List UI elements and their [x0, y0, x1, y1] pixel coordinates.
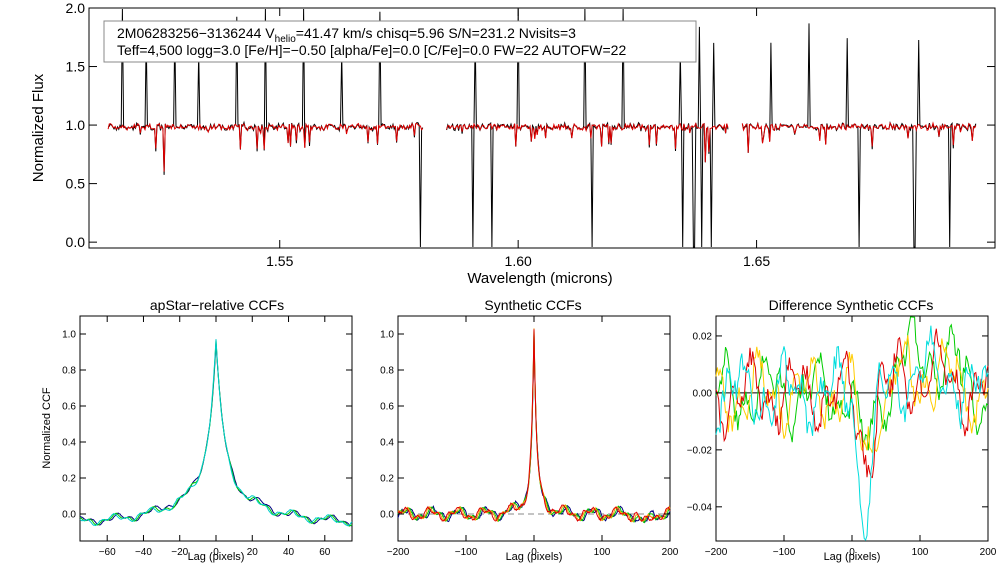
- y-tick-label: 0.0: [62, 510, 76, 521]
- spectrum-xlabel: Wavelength (microns): [467, 270, 612, 287]
- difference-xlabel: Lag (pixels): [824, 551, 881, 563]
- x-tick-label: 40: [283, 547, 295, 558]
- synthetic-ccf-line: [397, 329, 671, 523]
- y-tick-label: 1.0: [380, 330, 394, 341]
- y-tick-label: 0.8: [62, 366, 76, 377]
- synthetic-title: Synthetic CCFs: [484, 297, 581, 313]
- x-tick-label: −40: [135, 547, 152, 558]
- annotation-line1-rest: =41.47 km/s chisq=5.96 S/N=231.2 Nvisits…: [296, 25, 576, 41]
- x-tick-label: 200: [980, 547, 997, 558]
- apstar-xlabel: Lag (pixels): [188, 551, 245, 563]
- y-tick-label: 0.6: [62, 402, 76, 413]
- apstar-ccf-line: [79, 343, 353, 527]
- annotation-box: [103, 20, 697, 63]
- y-tick-label: 0.0: [380, 510, 394, 521]
- x-tick-label: 20: [247, 547, 259, 558]
- observed-spectrum-line: [741, 23, 977, 248]
- synthetic-ticks: −200 −100 0 100 200 0.0 0.2 0.4 0.6 0.8 1.0: [380, 316, 679, 558]
- difference-ccf-line: [715, 325, 989, 541]
- synthetic-ccf-panel: Synthetic CCFs −200 −100 0 100 200 0.0 0.2 0.4 0…: [380, 297, 679, 563]
- x-tick-label: 1.60: [505, 253, 532, 269]
- y-tick-label: 1.5: [66, 58, 86, 74]
- x-tick-label: 100: [594, 547, 611, 558]
- spectrum-ylabel: Normalized Flux: [30, 73, 47, 182]
- synthetic-ccf-line: [397, 333, 671, 523]
- annotation-line2: Teff=4,500 logg=3.0 [Fe/H]=−0.50 [alpha/…: [117, 42, 626, 58]
- difference-lines: [715, 316, 989, 541]
- y-tick-label: 1.0: [62, 330, 76, 341]
- x-tick-label: −20: [171, 547, 188, 558]
- x-tick-label: −200: [705, 547, 728, 558]
- apstar-lines: [79, 339, 353, 527]
- y-tick-label: 0.0: [66, 234, 86, 250]
- y-tick-label: 0.4: [380, 438, 394, 449]
- y-tick-label: −0.04: [687, 502, 713, 513]
- x-tick-label: 60: [319, 547, 331, 558]
- model-spectrum-line: [446, 122, 729, 163]
- x-tick-label: 1.55: [266, 253, 293, 269]
- apstar-ccf-line: [79, 339, 353, 527]
- apstar-ticks: −60 −40 −20 0 20 40 60 0.0 0.2 0.4 0.6 0.8 1.0: [62, 316, 352, 558]
- difference-ccf-panel: Difference Synthetic CCFs −200 −100 0 100 20…: [687, 297, 997, 563]
- y-tick-label: 0.4: [62, 438, 76, 449]
- x-tick-label: 100: [912, 547, 929, 558]
- spectrum-axes-frame: [88, 7, 996, 249]
- spectrum-lines: [107, 8, 977, 248]
- y-tick-label: 2.0: [66, 0, 86, 16]
- x-tick-label: 1.65: [743, 253, 770, 269]
- y-tick-label: 0.00: [693, 388, 713, 399]
- spectrum-panel: 1.55 1.60 1.65 0.0 0.5 1.0 1.5 2.0 Wavelength (…: [30, 0, 996, 287]
- difference-title: Difference Synthetic CCFs: [769, 297, 934, 313]
- y-tick-label: 0.2: [62, 474, 76, 485]
- x-tick-label: −100: [773, 547, 796, 558]
- x-tick-label: 0: [531, 547, 537, 558]
- model-spectrum-line: [741, 121, 977, 153]
- annotation-line1: 2M06283256−3136244 Vhelio=41.47 km/s chi…: [117, 25, 576, 45]
- y-tick-label: 0.8: [380, 366, 394, 377]
- model-spectrum-line: [107, 122, 424, 172]
- apstar-ylabel: Normalized CCF: [41, 387, 53, 469]
- y-tick-label: 0.6: [380, 402, 394, 413]
- apstar-title: apStar−relative CCFs: [150, 297, 284, 313]
- y-tick-label: −0.02: [687, 445, 713, 456]
- synthetic-lines: [397, 328, 671, 524]
- x-tick-label: −60: [99, 547, 116, 558]
- y-tick-label: 1.0: [66, 117, 86, 133]
- difference-ticks: −200 −100 0 100 200 −0.04 −0.02 0.00 0.02: [687, 316, 997, 558]
- y-tick-label: 0.2: [380, 474, 394, 485]
- spectrum-ticks: 1.55 1.60 1.65 0.0 0.5 1.0 1.5 2.0: [66, 0, 995, 269]
- difference-ccf-line: [715, 335, 989, 454]
- synthetic-ccf-line: [397, 330, 670, 524]
- x-tick-label: −200: [387, 547, 410, 558]
- synthetic-xlabel: Lag (pixels): [506, 551, 563, 563]
- annotation-star-id: 2M06283256−3136244 V: [117, 25, 275, 41]
- annotation-vhelio-sub: helio: [275, 34, 297, 45]
- synthetic-ccf-line: [397, 328, 671, 523]
- x-tick-label: 0: [213, 547, 219, 558]
- apstar-ccf-line: [79, 340, 353, 527]
- x-tick-label: 0: [849, 547, 855, 558]
- y-tick-label: 0.02: [693, 331, 713, 342]
- x-tick-label: −100: [455, 547, 478, 558]
- x-tick-label: 200: [662, 547, 679, 558]
- apstar-ccf-panel: apStar−relative CCFs −60 −40 −20 0 20 40 60 0.0…: [41, 297, 353, 563]
- difference-ccf-line: [715, 316, 989, 451]
- y-tick-label: 0.5: [66, 176, 86, 192]
